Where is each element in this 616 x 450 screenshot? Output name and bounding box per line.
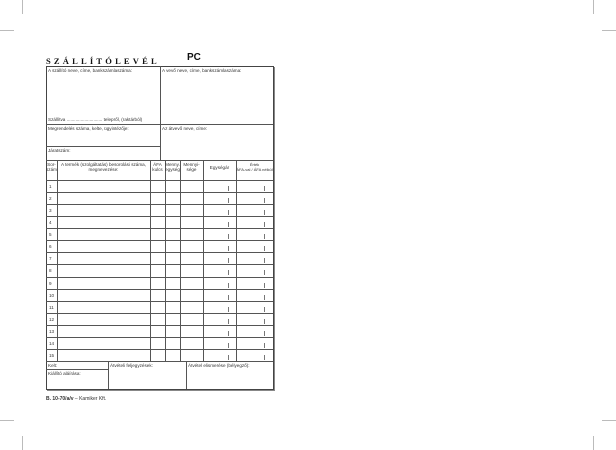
buyer-field-label: A vevő neve, címe, bankszámlaszáma: [162, 68, 242, 73]
decimal-separator-tick [264, 234, 265, 240]
decimal-separator-tick [264, 270, 265, 276]
table-row-divider [46, 324, 273, 326]
crop-mark [0, 30, 14, 31]
table-row-number: 12 [49, 316, 55, 322]
decimal-separator-tick [228, 354, 229, 360]
table-row-number: 7 [49, 256, 52, 262]
crop-mark [0, 420, 14, 421]
crop-mark [593, 0, 594, 14]
table-row-number: 1 [49, 184, 52, 189]
decimal-separator-tick [264, 258, 265, 264]
header-description: A termék (szolgáltatás) besorolási száma… [60, 162, 147, 172]
table-row-divider [46, 300, 273, 302]
table-row-number: 3 [49, 208, 52, 214]
date-label: Kelt: [48, 363, 58, 368]
decimal-separator-tick [228, 318, 229, 324]
table-row-divider [46, 336, 273, 338]
decimal-separator-tick [228, 282, 229, 288]
table-row-divider [46, 240, 273, 242]
form-footer-code: B. 10-70/a/v – Kamiker Kft. [46, 396, 107, 402]
supplier-field-label: A szállító neve, címe, bankszámlaszáma: [48, 68, 132, 73]
order-field-label: Megrendelés száma, kelte, ügyintézője: [48, 126, 129, 131]
decimal-separator-tick [228, 210, 229, 216]
table-row-divider [46, 180, 273, 181]
table-row-divider [46, 312, 273, 314]
decimal-separator-tick [228, 258, 229, 264]
decimal-separator-tick [264, 282, 265, 288]
decimal-separator-tick [264, 246, 265, 252]
shipping-field-label: Szállítva ............................ t… [48, 117, 143, 122]
crop-mark [22, 436, 23, 450]
header-unit: Menny. egység [165, 162, 180, 172]
table-row-number: 8 [49, 268, 52, 274]
decimal-separator-tick [264, 210, 265, 216]
table-row-divider [46, 264, 273, 266]
decimal-separator-tick [228, 294, 229, 300]
crop-mark [22, 0, 23, 14]
decimal-separator-tick [228, 306, 229, 312]
table-row-number: 13 [49, 328, 55, 334]
decimal-separator-tick [228, 330, 229, 336]
table-row-number: 4 [49, 220, 52, 226]
decimal-separator-tick [228, 198, 229, 204]
table-row-number: 2 [49, 196, 52, 202]
table-row-number: 11 [49, 304, 54, 310]
decimal-separator-tick [264, 198, 265, 204]
form-code-pc: PC [187, 52, 201, 63]
table-row-divider [46, 252, 273, 254]
table-row-divider [46, 348, 273, 350]
decimal-separator-tick [264, 342, 265, 348]
header-value: Érték ÁFA-val / ÁFA nélkül [236, 162, 273, 172]
issuer-signature-label: Kiállító aláírása: [48, 371, 81, 376]
header-row-number: Sor-szám [46, 162, 57, 172]
table-row-number: 9 [49, 280, 52, 286]
decimal-separator-tick [228, 186, 229, 191]
table-row-number: 15 [49, 352, 55, 358]
table-row-number: 6 [49, 244, 52, 250]
table-row-number: 14 [49, 340, 55, 346]
decimal-separator-tick [228, 234, 229, 240]
decimal-separator-tick [264, 354, 265, 360]
decimal-separator-tick [264, 222, 265, 228]
decimal-separator-tick [264, 330, 265, 336]
decimal-separator-tick [264, 186, 265, 191]
table-row-divider [46, 288, 273, 290]
decimal-separator-tick [228, 342, 229, 348]
table-row-divider [46, 192, 273, 194]
receipt-acknowledgement-label: Átvétel elismerése (bélyegző): [188, 363, 250, 368]
receiver-field-label: Az átvevő neve, címe: [162, 126, 208, 131]
decimal-separator-tick [228, 270, 229, 276]
header-unit-price: Egységár [209, 165, 230, 170]
table-row-number: 10 [49, 292, 55, 298]
table-row-number: 5 [49, 232, 52, 238]
table-row-divider [46, 228, 273, 230]
delivery-remarks-label: Átvételi feljegyzések: [110, 363, 153, 368]
crop-mark [593, 436, 594, 450]
header-vat: ÁFA kulcs [152, 162, 163, 172]
table-row-divider [46, 276, 273, 278]
crop-mark [602, 30, 616, 31]
decimal-separator-tick [264, 294, 265, 300]
decimal-separator-tick [228, 222, 229, 228]
table-row-divider [46, 204, 273, 206]
decimal-separator-tick [264, 318, 265, 324]
table-row-divider [46, 216, 273, 218]
route-field-label: Járatszám: [48, 148, 71, 153]
decimal-separator-tick [264, 306, 265, 312]
document-title: SZÁLLÍTÓLEVÉL [46, 56, 160, 66]
decimal-separator-tick [228, 246, 229, 252]
crop-mark [602, 420, 616, 421]
header-quantity: Mennyi-sége [183, 162, 200, 172]
